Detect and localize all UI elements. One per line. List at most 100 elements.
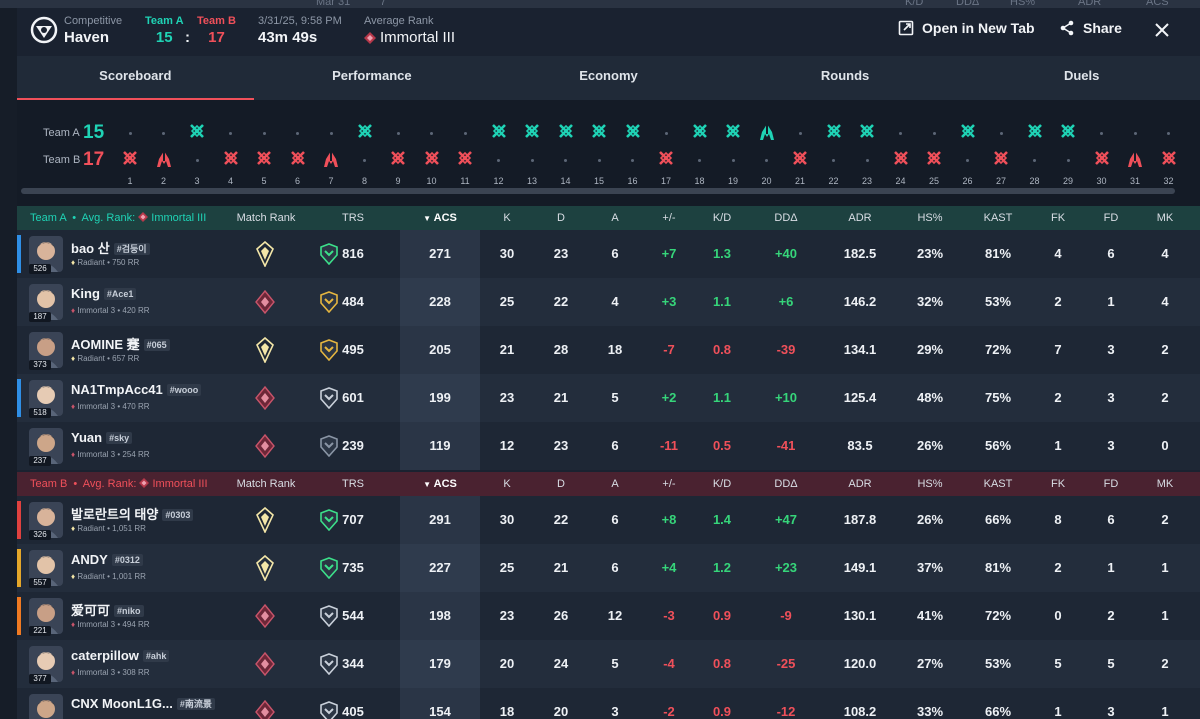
round-number[interactable]: 19 bbox=[727, 176, 738, 186]
player-name[interactable]: bao 산 #검둥이 bbox=[71, 238, 150, 257]
column-header-dd[interactable]: DDΔ bbox=[774, 478, 798, 490]
column-header-adr[interactable]: ADR bbox=[848, 212, 872, 224]
round-number[interactable]: 27 bbox=[995, 176, 1006, 186]
round-number[interactable]: 18 bbox=[694, 176, 705, 186]
close-icon[interactable] bbox=[1155, 23, 1169, 37]
round-number[interactable]: 31 bbox=[1129, 176, 1140, 186]
round-number[interactable]: 23 bbox=[861, 176, 872, 186]
round-number[interactable]: 2 bbox=[160, 176, 166, 186]
tab-performance[interactable]: Performance bbox=[332, 68, 412, 83]
round-number[interactable]: 28 bbox=[1029, 176, 1040, 186]
avg-rank-block: Average Rank Immortal III bbox=[364, 15, 455, 48]
round-number[interactable]: 10 bbox=[426, 176, 437, 186]
round-number[interactable]: 20 bbox=[761, 176, 772, 186]
round-number[interactable]: 4 bbox=[227, 176, 233, 186]
stat-fd: 3 bbox=[1107, 342, 1115, 357]
column-header-fd[interactable]: FD bbox=[1103, 212, 1119, 224]
player-name[interactable]: 爱可可 #niko bbox=[71, 600, 144, 619]
column-header-mk[interactable]: MK bbox=[1156, 212, 1174, 224]
column-header-k[interactable]: K bbox=[503, 212, 511, 224]
round-number[interactable]: 11 bbox=[460, 176, 470, 186]
round-number[interactable]: 29 bbox=[1062, 176, 1073, 186]
tab-duels[interactable]: Duels bbox=[1063, 68, 1100, 83]
stat-trs: 484 bbox=[342, 294, 364, 309]
column-header-kd[interactable]: K/D bbox=[712, 212, 732, 224]
player-name[interactable]: King #Ace1 bbox=[71, 286, 137, 301]
column-header-d[interactable]: D bbox=[557, 212, 565, 224]
round-number[interactable]: 17 bbox=[660, 176, 671, 186]
tab-scoreboard[interactable]: Scoreboard bbox=[17, 56, 254, 100]
round-number[interactable]: 32 bbox=[1163, 176, 1174, 186]
column-header-fd[interactable]: FD bbox=[1103, 478, 1119, 490]
column-header-kd[interactable]: K/D bbox=[712, 478, 732, 490]
round-number[interactable]: 8 bbox=[361, 176, 367, 186]
column-header-pm[interactable]: +/- bbox=[662, 212, 676, 224]
player-row[interactable]: 557 ANDY #0312 ♦ Radiant • 1,001 RR 735 227 25… bbox=[17, 544, 1200, 592]
column-header-d[interactable]: D bbox=[557, 478, 565, 490]
round-number[interactable]: 16 bbox=[627, 176, 638, 186]
player-name[interactable]: caterpillow #ahk bbox=[71, 648, 170, 663]
tab-economy[interactable]: Economy bbox=[579, 68, 638, 83]
round-number[interactable]: 21 bbox=[794, 176, 805, 186]
player-name[interactable]: NA1TmpAcc41 #wooo bbox=[71, 382, 202, 397]
column-header-fk[interactable]: FK bbox=[1050, 478, 1066, 490]
player-row[interactable]: 237 Yuan #sky ♦ Immortal 3 • 254 RR 239 119 12… bbox=[17, 422, 1200, 470]
player-name[interactable]: ANDY #0312 bbox=[71, 552, 143, 567]
player-row[interactable]: 518 NA1TmpAcc41 #wooo ♦ Immortal 3 • 470 RR… bbox=[17, 374, 1200, 422]
round-number[interactable]: 9 bbox=[395, 176, 401, 186]
round-number[interactable]: 5 bbox=[261, 176, 267, 186]
round-lost-dot bbox=[798, 132, 802, 135]
player-row[interactable]: 526 bao 산 #검둥이 ♦ Radiant • 750 RR 816 271 30 23… bbox=[17, 230, 1200, 278]
player-name[interactable]: CNX MoonL1G... #南流景 bbox=[71, 696, 215, 711]
column-header-kast[interactable]: KAST bbox=[983, 478, 1013, 490]
column-header-acs[interactable]: ▼ ACS bbox=[423, 478, 457, 490]
round-number[interactable]: 1 bbox=[127, 176, 133, 186]
round-number[interactable]: 6 bbox=[294, 176, 300, 186]
round-number[interactable]: 15 bbox=[593, 176, 604, 186]
column-header-k[interactable]: K bbox=[503, 478, 511, 490]
round-number[interactable]: 14 bbox=[560, 176, 571, 186]
player-row[interactable]: 377 caterpillow #ahk ♦ Immortal 3 • 308 RR 3… bbox=[17, 640, 1200, 688]
round-number[interactable]: 3 bbox=[194, 176, 200, 186]
round-number[interactable]: 26 bbox=[962, 176, 973, 186]
player-name[interactable]: AOMINE 蹇 #065 bbox=[71, 334, 170, 353]
round-number[interactable]: 25 bbox=[928, 176, 939, 186]
column-header-kast[interactable]: KAST bbox=[983, 212, 1013, 224]
share-button[interactable]: Share bbox=[1059, 20, 1122, 36]
acs-column-highlight bbox=[400, 592, 480, 640]
player-row[interactable]: 373 AOMINE 蹇 #065 ♦ Radiant • 657 RR 495 205 2… bbox=[17, 326, 1200, 374]
round-number[interactable]: 12 bbox=[493, 176, 504, 186]
column-header-a[interactable]: A bbox=[611, 478, 619, 490]
player-row[interactable]: 326 발로란트의 태양 #0303 ♦ Radiant • 1,051 RR 707 2… bbox=[17, 496, 1200, 544]
column-header-acs[interactable]: ▼ ACS bbox=[423, 212, 457, 224]
round-number[interactable]: 22 bbox=[828, 176, 839, 186]
round-number[interactable]: 13 bbox=[526, 176, 537, 186]
tab-rounds[interactable]: Rounds bbox=[820, 68, 870, 83]
player-row[interactable]: 221 爱可可 #niko ♦ Immortal 3 • 494 RR 544 198 23… bbox=[17, 592, 1200, 640]
column-header-match_rank[interactable]: Match Rank bbox=[236, 212, 296, 224]
column-header-trs[interactable]: TRS bbox=[342, 212, 364, 224]
open-new-tab-button[interactable]: Open in New Tab bbox=[898, 20, 1035, 36]
player-name[interactable]: 발로란트의 태양 #0303 bbox=[71, 504, 194, 523]
column-header-match_rank[interactable]: Match Rank bbox=[236, 478, 296, 490]
column-header-a[interactable]: A bbox=[611, 212, 619, 224]
player-row[interactable]: 187 King #Ace1 ♦ Immortal 3 • 420 RR 484 228 2… bbox=[17, 278, 1200, 326]
round-number[interactable]: 30 bbox=[1096, 176, 1107, 186]
stat-mk: 1 bbox=[1161, 704, 1169, 719]
player-row[interactable]: CNX MoonL1G... #南流景 405 154 18 20 3 -2 0.9 -12 108… bbox=[17, 688, 1200, 719]
timeline-scrollbar[interactable] bbox=[21, 188, 1175, 194]
column-header-dd[interactable]: DDΔ bbox=[774, 212, 798, 224]
column-header-trs[interactable]: TRS bbox=[342, 478, 364, 490]
column-header-mk[interactable]: MK bbox=[1156, 478, 1174, 490]
round-number[interactable]: 7 bbox=[328, 176, 334, 186]
stat-pm: +8 bbox=[661, 512, 677, 527]
column-header-pm[interactable]: +/- bbox=[662, 478, 676, 490]
stat-k: 25 bbox=[499, 294, 515, 309]
round-number[interactable]: 24 bbox=[895, 176, 906, 186]
column-header-fk[interactable]: FK bbox=[1050, 212, 1066, 224]
player-name[interactable]: Yuan #sky bbox=[71, 430, 133, 445]
column-header-adr[interactable]: ADR bbox=[848, 478, 872, 490]
column-header-hs[interactable]: HS% bbox=[917, 478, 943, 490]
column-header-hs[interactable]: HS% bbox=[917, 212, 943, 224]
match-time-block: 3/31/25, 9:58 PM 43m 49s bbox=[258, 15, 342, 48]
